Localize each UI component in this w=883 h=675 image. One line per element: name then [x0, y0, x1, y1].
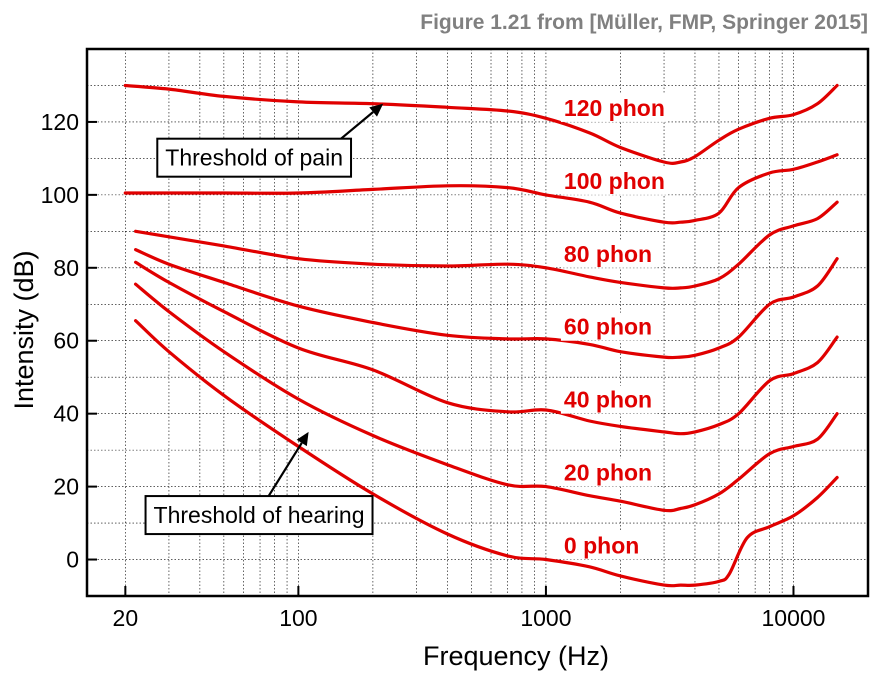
annotation-box — [156, 137, 353, 178]
curve-label: 60 phon — [560, 312, 656, 341]
figure-credit: Figure 1.21 from [Müller, FMP, Springer … — [420, 11, 868, 34]
curve-label-bg — [560, 93, 668, 122]
curve-label-text: 0 phon — [564, 533, 639, 559]
curve-label: 40 phon — [560, 385, 656, 414]
phon-curve-80-phon — [134, 200, 839, 290]
curve-label: 100 phon — [560, 166, 668, 195]
curve-label: 0 phon — [560, 531, 643, 560]
y-tick-label: 120 — [41, 109, 79, 135]
annotation: Threshold of hearing — [144, 431, 374, 536]
y-axis-label: Intensity (dB) — [9, 250, 39, 409]
x-axis-label: Frequency (Hz) — [423, 641, 609, 671]
annotation-text: Threshold of pain — [165, 145, 343, 171]
x-tick-label: 100 — [279, 605, 317, 631]
curve-label-text: 100 phon — [564, 168, 665, 194]
curve-label-bg — [560, 239, 656, 268]
curve-label-text: 120 phon — [564, 95, 665, 121]
curve-label: 120 phon — [560, 93, 668, 122]
phon-curve-100-phon — [123, 153, 839, 225]
y-tick-label: 40 — [53, 401, 79, 427]
curve-label: 80 phon — [560, 239, 656, 268]
y-tick-label: 80 — [53, 255, 79, 281]
phon-curve-120-phon — [123, 83, 839, 165]
phon-curve-0-phon — [134, 319, 839, 588]
curve-label: 20 phon — [560, 458, 656, 487]
curve-label-text: 20 phon — [564, 460, 652, 486]
x-tick-label: 1000 — [520, 605, 571, 631]
annotation-box — [144, 495, 374, 536]
y-tick-label: 20 — [53, 474, 79, 500]
annotation-text: Threshold of hearing — [154, 502, 365, 528]
curve-label-bg — [560, 385, 656, 414]
annotation-arrow-head — [296, 431, 309, 447]
y-tick-label: 0 — [66, 547, 79, 573]
curve-label-text: 40 phon — [564, 387, 652, 413]
annotation-arrow-head — [369, 103, 384, 117]
curve-label-bg — [560, 458, 656, 487]
y-tick-label: 100 — [41, 182, 79, 208]
plot-frame — [85, 47, 870, 598]
curve-label-text: 60 phon — [564, 314, 652, 340]
x-tick-label: 10000 — [761, 605, 825, 631]
annotation-arrow-line — [267, 442, 303, 497]
phon-curve-20-phon — [134, 282, 839, 513]
curve-label-bg — [560, 312, 656, 341]
y-tick-label: 60 — [53, 328, 79, 354]
annotations: Threshold of pain Threshold of hearing — [144, 103, 384, 536]
x-tick-label: 20 — [113, 605, 139, 631]
axis-ticks: 20 100 1000 10000 0 20 40 60 80 100 120 — [41, 109, 826, 631]
curve-label-bg — [560, 166, 668, 195]
annotation-arrow-line — [340, 111, 374, 140]
phon-curve-40-phon — [134, 260, 839, 436]
curve-labels: 120 phon 100 phon 80 phon 60 phon 40 phon 20 … — [560, 93, 668, 560]
curve-label-bg — [560, 531, 643, 560]
curve-label-text: 80 phon — [564, 241, 652, 267]
phon-curve-60-phon — [134, 248, 839, 360]
annotation: Threshold of pain — [156, 103, 384, 178]
